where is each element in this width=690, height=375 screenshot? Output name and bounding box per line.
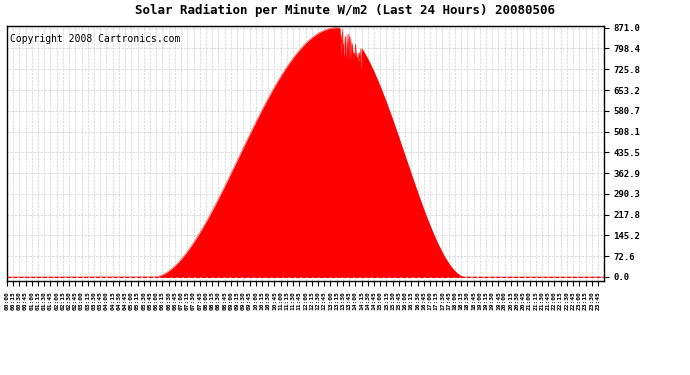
Text: Solar Radiation per Minute W/m2 (Last 24 Hours) 20080506: Solar Radiation per Minute W/m2 (Last 24… <box>135 4 555 17</box>
Text: Copyright 2008 Cartronics.com: Copyright 2008 Cartronics.com <box>10 34 180 44</box>
